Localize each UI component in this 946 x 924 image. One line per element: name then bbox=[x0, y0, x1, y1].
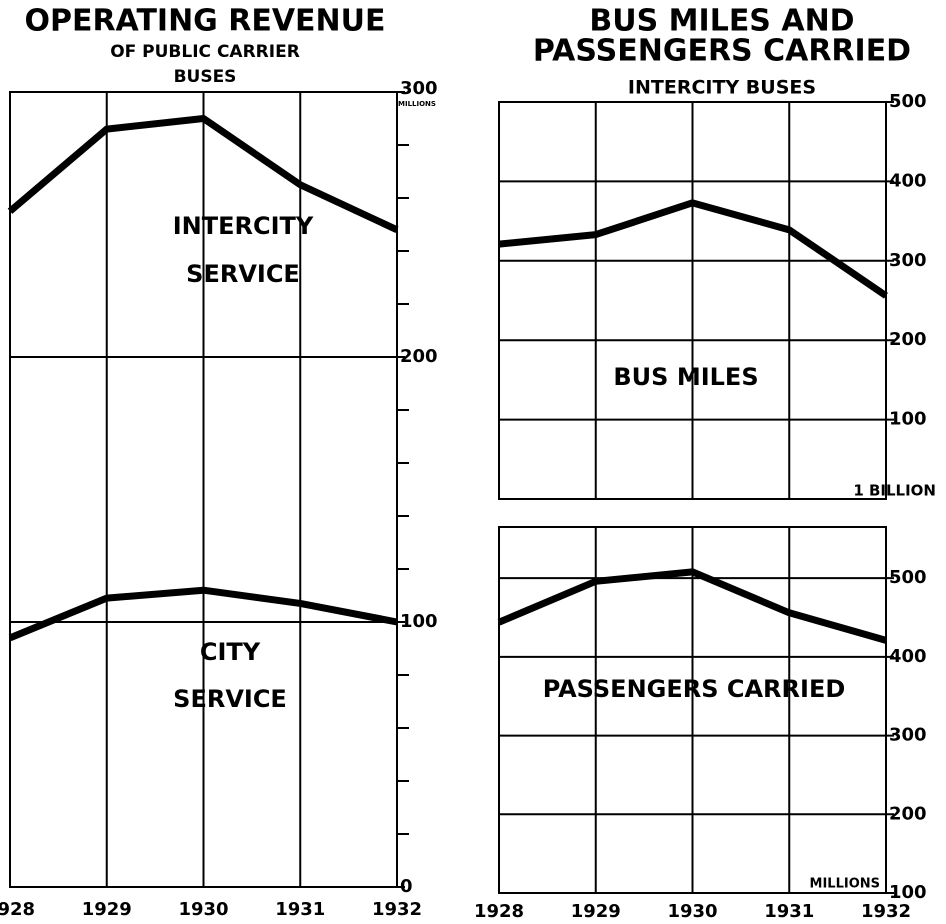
chart-subtitle: OF PUBLIC CARRIER bbox=[110, 42, 300, 62]
x-tick-label: 1929 bbox=[82, 899, 132, 920]
x-tick-label: 1932 bbox=[861, 901, 911, 922]
series-label: SERVICE bbox=[186, 260, 300, 288]
x-tick-label: 1931 bbox=[764, 901, 814, 922]
y-tick-label: 100 bbox=[889, 409, 927, 430]
chart-title: PASSENGERS CARRIED bbox=[533, 34, 911, 69]
series-line bbox=[498, 199, 888, 299]
series-line bbox=[8, 586, 398, 642]
y-unit-label: MILLIONS bbox=[810, 877, 880, 892]
x-tick-label: 1932 bbox=[372, 899, 422, 920]
series-label: CITY bbox=[200, 638, 261, 666]
y-tick-label: 100 bbox=[889, 882, 927, 903]
y-tick-label: 300 bbox=[889, 250, 927, 271]
y-unit-label: MILLIONS bbox=[398, 100, 436, 108]
y-tick-label: 300 bbox=[889, 725, 927, 746]
chart-title: OPERATING REVENUE bbox=[24, 4, 385, 39]
y-tick-label: 500 bbox=[889, 567, 927, 588]
y-tick-label: 200 bbox=[889, 803, 927, 824]
series-label: SERVICE bbox=[173, 685, 287, 713]
chart-subtitle: INTERCITY BUSES bbox=[628, 77, 816, 99]
chart-title: BUS MILES AND bbox=[589, 4, 854, 39]
series-label: INTERCITY bbox=[173, 212, 314, 240]
y-tick-label: 500 bbox=[889, 91, 927, 112]
series-label: PASSENGERS CARRIED bbox=[543, 675, 846, 703]
y-tick-label: 300 bbox=[400, 78, 438, 99]
series-label: BUS MILES bbox=[613, 363, 758, 391]
series-line bbox=[7, 115, 399, 233]
series-line bbox=[497, 568, 887, 644]
x-tick-label: 1931 bbox=[275, 899, 325, 920]
chart-subtitle: BUSES bbox=[174, 67, 237, 87]
x-tick-label: 1928 bbox=[0, 899, 35, 920]
x-tick-label: 1930 bbox=[667, 901, 717, 922]
y-tick-label: 400 bbox=[889, 646, 927, 667]
x-tick-label: 1930 bbox=[178, 899, 228, 920]
y-tick-label: 200 bbox=[400, 346, 438, 367]
y-tick-label: 0 bbox=[400, 876, 413, 897]
x-tick-label: 1929 bbox=[571, 901, 621, 922]
y-unit-label: 1 BILLION bbox=[853, 482, 936, 500]
x-tick-label: 1928 bbox=[474, 901, 524, 922]
y-tick-label: 100 bbox=[400, 611, 438, 632]
y-tick-label: 200 bbox=[889, 329, 927, 350]
y-tick-label: 400 bbox=[889, 170, 927, 191]
